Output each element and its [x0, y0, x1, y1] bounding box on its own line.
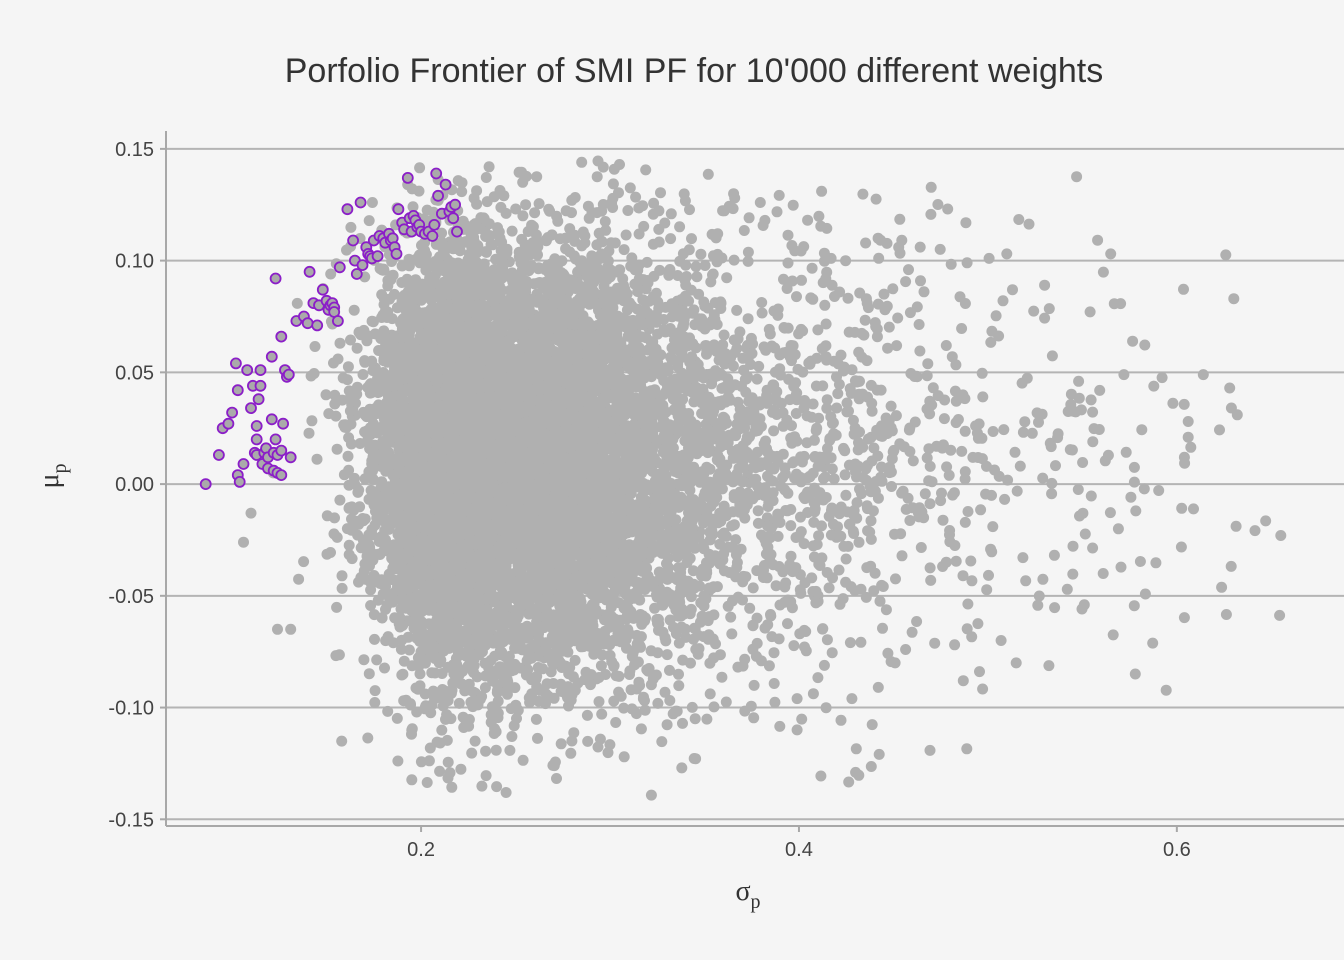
cloud-point [330, 650, 342, 662]
cloud-point [345, 334, 356, 346]
cloud-point [673, 680, 685, 692]
cloud-point [721, 272, 733, 284]
cloud-point [342, 450, 354, 462]
cloud-point [360, 408, 372, 420]
cloud-point [336, 394, 348, 406]
cloud-point [369, 685, 381, 697]
cloud-point [665, 208, 677, 220]
cloud-point [320, 389, 332, 401]
cloud-point [348, 304, 360, 316]
cloud-point [748, 679, 760, 691]
cloud-point [524, 697, 536, 708]
cloud-point [455, 763, 467, 775]
cloud-point [303, 427, 315, 439]
cloud-point [426, 667, 438, 679]
cloud-point [341, 374, 353, 386]
cloud-point [802, 214, 814, 226]
cloud-point [510, 203, 522, 215]
cloud-point [566, 735, 578, 747]
cloud-point [379, 662, 390, 674]
cloud-point [618, 244, 630, 256]
cloud-point [305, 370, 317, 382]
cloud-point [469, 735, 481, 747]
cloud-point [773, 189, 785, 201]
cloud-point [382, 705, 394, 717]
cloud-point [334, 494, 346, 506]
cloud-point [400, 694, 412, 706]
point-cloud [238, 155, 1287, 801]
cloud-point [652, 697, 664, 709]
cloud-point [491, 781, 503, 793]
cloud-point [500, 207, 512, 219]
cloud-point [592, 155, 604, 167]
cloud-point [651, 614, 663, 625]
cloud-point [686, 701, 698, 713]
cloud-point [506, 731, 518, 742]
cloud-point [387, 269, 399, 281]
cloud-point [752, 505, 764, 517]
cloud-point [366, 197, 378, 208]
cloud-point [591, 171, 603, 183]
cloud-point [720, 696, 732, 708]
cloud-point [402, 631, 414, 643]
cloud-point [362, 382, 374, 393]
cloud-point [406, 774, 418, 786]
cloud-point [530, 713, 542, 725]
cloud-point [480, 770, 492, 782]
cloud-point [436, 668, 448, 679]
cloud-point [782, 229, 794, 241]
cloud-point [325, 547, 336, 558]
cloud-point [421, 777, 433, 788]
cloud-point [357, 515, 369, 527]
cloud-point [704, 688, 716, 700]
cloud-point [392, 755, 404, 767]
cloud-point [506, 225, 518, 237]
cloud-point [568, 727, 580, 739]
cloud-point [378, 325, 390, 337]
cloud-point [504, 744, 516, 756]
cloud-point [345, 221, 357, 233]
cloud-point [306, 415, 318, 427]
cloud-point [456, 186, 468, 198]
cloud-point [364, 443, 376, 455]
cloud-point [363, 215, 375, 227]
cloud-point [702, 168, 714, 180]
cloud-point [414, 162, 426, 174]
cloud-point [476, 780, 488, 792]
cloud-point [624, 182, 636, 194]
cloud-point [686, 233, 697, 245]
cloud-point [293, 573, 305, 585]
cloud-point [291, 297, 303, 309]
cloud-point [329, 512, 340, 524]
cloud-point [353, 576, 364, 588]
cloud-point [695, 248, 707, 260]
cloud-point [655, 187, 666, 199]
cloud-point [371, 654, 383, 666]
cloud-point [357, 369, 369, 380]
cloud-point [738, 225, 750, 236]
cloud-point [410, 682, 422, 694]
cloud-point [555, 738, 567, 750]
cloud-point [363, 668, 375, 680]
cloud-point [366, 524, 378, 535]
cloud-point [726, 628, 738, 640]
cloud-point [635, 723, 647, 735]
cloud-point [369, 633, 380, 645]
